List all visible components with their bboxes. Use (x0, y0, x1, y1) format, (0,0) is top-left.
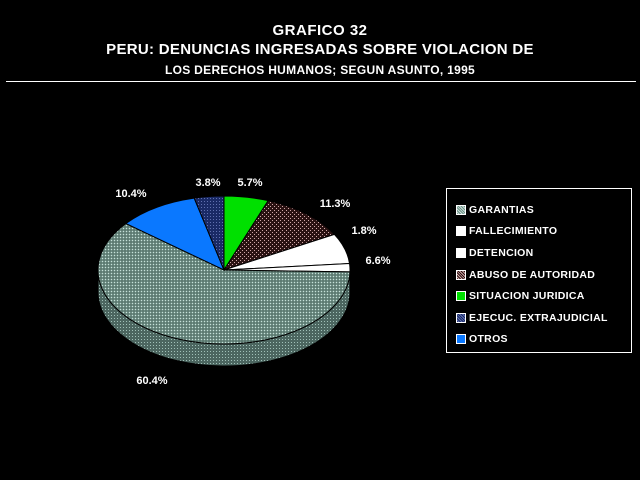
legend: GARANTIAS FALLECIMIENTO DETENCION ABUSO DE … (446, 188, 632, 353)
pct-label-abuso-de-autoridad: 11.3% (320, 198, 351, 210)
chart-title: PERU: DENUNCIAS INGRESADAS SOBRE VIOLACI… (106, 41, 534, 58)
pie-slice-ejecuc-extrajudicial (193, 195, 225, 271)
legend-label: SITUACION JURIDICA (469, 290, 585, 303)
legend-label: OTROS (469, 333, 508, 346)
pct-label-ejecuc-extrajudicial: 3.8% (195, 177, 220, 189)
legend-label: ABUSO DE AUTORIDAD (469, 268, 596, 281)
pct-label-situacion-juridica: 5.7% (237, 177, 262, 189)
legend-item: SITUACION JURIDICA (456, 285, 631, 307)
legend-swatch (456, 312, 466, 323)
legend-swatch (456, 269, 466, 280)
legend-item: FALLECIMIENTO (456, 221, 631, 243)
pie-slice-garantias (97, 222, 351, 345)
pie-slice-otros (124, 197, 225, 272)
legend-item: OTROS (456, 329, 631, 351)
legend-swatch (456, 334, 466, 345)
pie-slice-abuso-de-autoridad (222, 200, 336, 271)
legend-item: DETENCION (456, 242, 631, 264)
legend-label: DETENCION (469, 246, 534, 259)
pct-label-otros: 10.4% (115, 188, 146, 200)
legend-item: EJECUC. EXTRAJUDICIAL (456, 307, 631, 329)
title-divider (6, 81, 636, 82)
legend-swatch (456, 204, 466, 215)
pct-label-garantias: 60.4% (136, 375, 167, 387)
chart-subtitle: LOS DERECHOS HUMANOS; SEGUN ASUNTO, 1995 (164, 63, 476, 77)
legend-swatch (456, 291, 466, 302)
chart-number: GRAFICO 32 (272, 22, 368, 39)
pct-label-fallecimiento: 1.8% (351, 225, 376, 237)
legend-item: GARANTIAS (456, 199, 631, 221)
legend-label: EJECUC. EXTRAJUDICIAL (469, 311, 608, 324)
legend-swatch (456, 247, 466, 258)
legend-item: ABUSO DE AUTORIDAD (456, 264, 631, 286)
legend-label: FALLECIMIENTO (469, 225, 558, 238)
legend-swatch (456, 226, 466, 237)
pct-label-detencion: 6.6% (365, 255, 390, 267)
legend-label: GARANTIAS (469, 203, 535, 216)
